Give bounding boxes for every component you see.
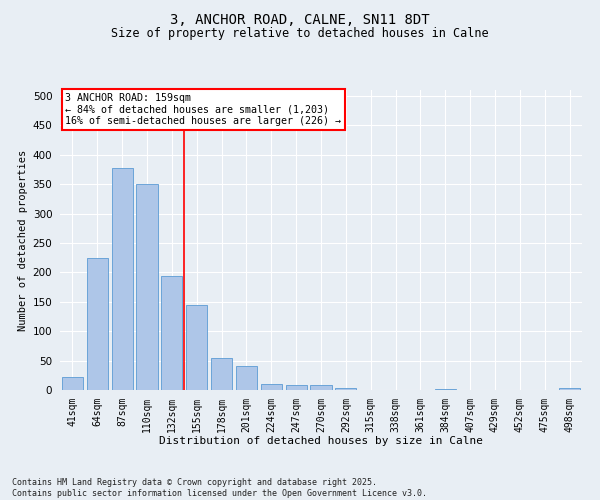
Text: Contains HM Land Registry data © Crown copyright and database right 2025.
Contai: Contains HM Land Registry data © Crown c… (12, 478, 427, 498)
X-axis label: Distribution of detached houses by size in Calne: Distribution of detached houses by size … (159, 436, 483, 446)
Bar (261, 384, 282, 390)
Bar (186, 304, 207, 390)
Bar (112, 168, 133, 390)
Bar (335, 388, 356, 390)
Bar (62, 377, 83, 390)
Bar (559, 388, 580, 390)
Bar (161, 276, 182, 390)
Text: Size of property relative to detached houses in Calne: Size of property relative to detached ho… (111, 28, 489, 40)
Y-axis label: Number of detached properties: Number of detached properties (19, 150, 28, 330)
Text: 3 ANCHOR ROAD: 159sqm
← 84% of detached houses are smaller (1,203)
16% of semi-d: 3 ANCHOR ROAD: 159sqm ← 84% of detached … (65, 93, 341, 126)
Bar (87, 258, 108, 390)
Bar (236, 366, 257, 390)
Bar (211, 358, 232, 390)
Bar (286, 386, 307, 390)
Bar (136, 184, 158, 390)
Text: 3, ANCHOR ROAD, CALNE, SN11 8DT: 3, ANCHOR ROAD, CALNE, SN11 8DT (170, 12, 430, 26)
Bar (310, 386, 332, 390)
